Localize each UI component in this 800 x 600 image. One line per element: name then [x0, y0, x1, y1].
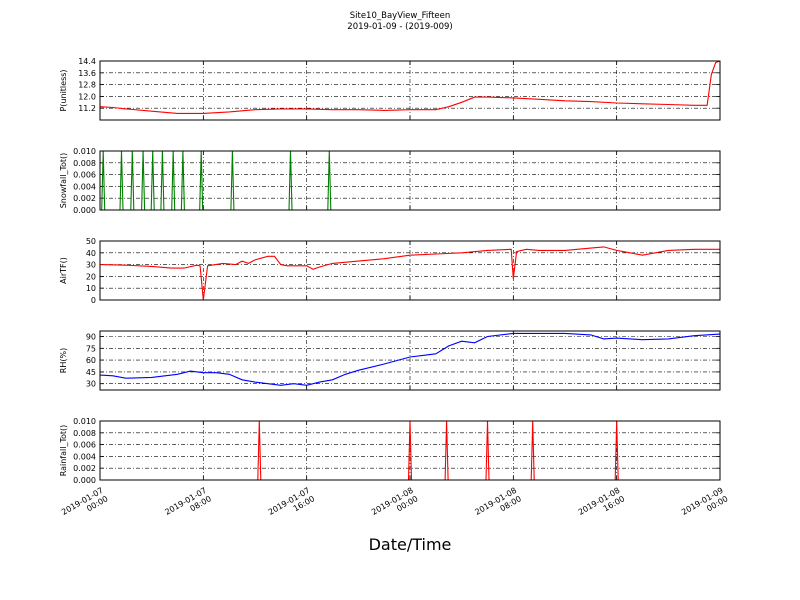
y-tick-label: 0.002	[73, 194, 96, 203]
x-axis-ticks: 2019-01-0700:00 2019-01-0708:00 2019-01-07…	[60, 486, 730, 525]
y-tick-label: 10	[86, 284, 96, 293]
subplot-3: 0 10 20 30 40 50 AirTF()	[59, 237, 721, 305]
axes-frame	[99, 240, 721, 301]
y-tick-label: 0.006	[73, 441, 96, 450]
y-tick-label: 0	[91, 296, 96, 305]
y-tick-label: 13.6	[78, 69, 96, 78]
x-tick-label-text: 2019-01-0708:00	[163, 486, 213, 525]
subplot-2: 0.000 0.002 0.004 0.006 0.008 0.010 Snowfall_T…	[59, 147, 721, 215]
y-tick-label: 0.004	[73, 452, 96, 461]
x-tick-label: 2019-01-0700:00	[60, 486, 110, 525]
y-tick-label: 60	[86, 356, 96, 365]
y-tick-label: 0.000	[73, 206, 96, 215]
x-tick-label-text: 2019-01-0900:00	[680, 486, 730, 525]
y-tick-label: 0.002	[73, 464, 96, 473]
x-tick-label-text: 2019-01-0808:00	[473, 486, 523, 525]
x-tick-label: 2019-01-0708:00	[163, 486, 213, 525]
x-tick-label: 2019-01-0808:00	[473, 486, 523, 525]
axes-frame	[99, 330, 721, 391]
y-tick-label: 75	[86, 344, 96, 353]
y-tick-label: 0.008	[73, 429, 96, 438]
y-tick-label: 12.8	[78, 81, 96, 90]
y-tick-label: 0.004	[73, 182, 96, 191]
y-tick-label: 0.006	[73, 171, 96, 180]
axes-frame	[99, 150, 721, 211]
series-line	[99, 60, 721, 114]
y-tick-label: 50	[86, 237, 96, 246]
y-tick-label: 90	[86, 333, 96, 342]
y-tick-label: 20	[86, 272, 96, 281]
y-axis-label: Rainfall_Tot()	[59, 425, 68, 477]
series-line	[99, 332, 721, 386]
y-tick-label: 12.0	[78, 92, 96, 101]
axes-frame	[99, 60, 721, 121]
y-tick-label: 0.010	[73, 147, 96, 156]
subplot-5: 0.000 0.002 0.004 0.006 0.008 0.010 Rainfall_T…	[59, 417, 721, 485]
x-tick-label-text: 2019-01-0816:00	[577, 486, 627, 525]
chart-subtitle: 2019-01-09 - (2019-009)	[347, 22, 452, 32]
subplot-4: 30 45 60 75 90 RH(%)	[59, 330, 721, 391]
y-tick-label: 11.2	[78, 104, 96, 113]
axes-frame	[99, 420, 721, 481]
y-tick-label: 40	[86, 249, 96, 258]
chart-title: Site10_BayView_Fifteen	[350, 11, 451, 21]
x-tick-label-text: 2019-01-0716:00	[267, 486, 317, 525]
x-tick-label: 2019-01-0816:00	[577, 486, 627, 525]
x-tick-label-text: 2019-01-0800:00	[370, 486, 420, 525]
y-tick-label: 30	[86, 380, 96, 389]
y-axis-label: AirTF()	[59, 257, 68, 284]
y-tick-label: 0.000	[73, 476, 96, 485]
x-tick-label: 2019-01-0900:00	[680, 486, 730, 525]
y-axis-label: P(unitless)	[59, 69, 68, 111]
x-tick-label-text: 2019-01-0700:00	[60, 486, 110, 525]
y-tick-label: 14.4	[78, 57, 96, 66]
y-tick-label: 0.010	[73, 417, 96, 426]
y-tick-label: 0.008	[73, 159, 96, 168]
y-axis-label: RH(%)	[59, 348, 68, 373]
y-axis-label: Snowfall_Tot()	[59, 153, 68, 209]
y-tick-label: 30	[86, 261, 96, 270]
x-tick-label: 2019-01-0800:00	[370, 486, 420, 525]
x-tick-label: 2019-01-0716:00	[267, 486, 317, 525]
x-axis-label: Date/Time	[369, 535, 452, 554]
subplots: 11.212.012.813.614.4P(unitless)0.0000.00…	[59, 57, 721, 485]
subplot-1: 11.2 12.0 12.8 13.6 14.4 P(unitless)	[59, 57, 721, 121]
y-tick-label: 45	[86, 368, 96, 377]
